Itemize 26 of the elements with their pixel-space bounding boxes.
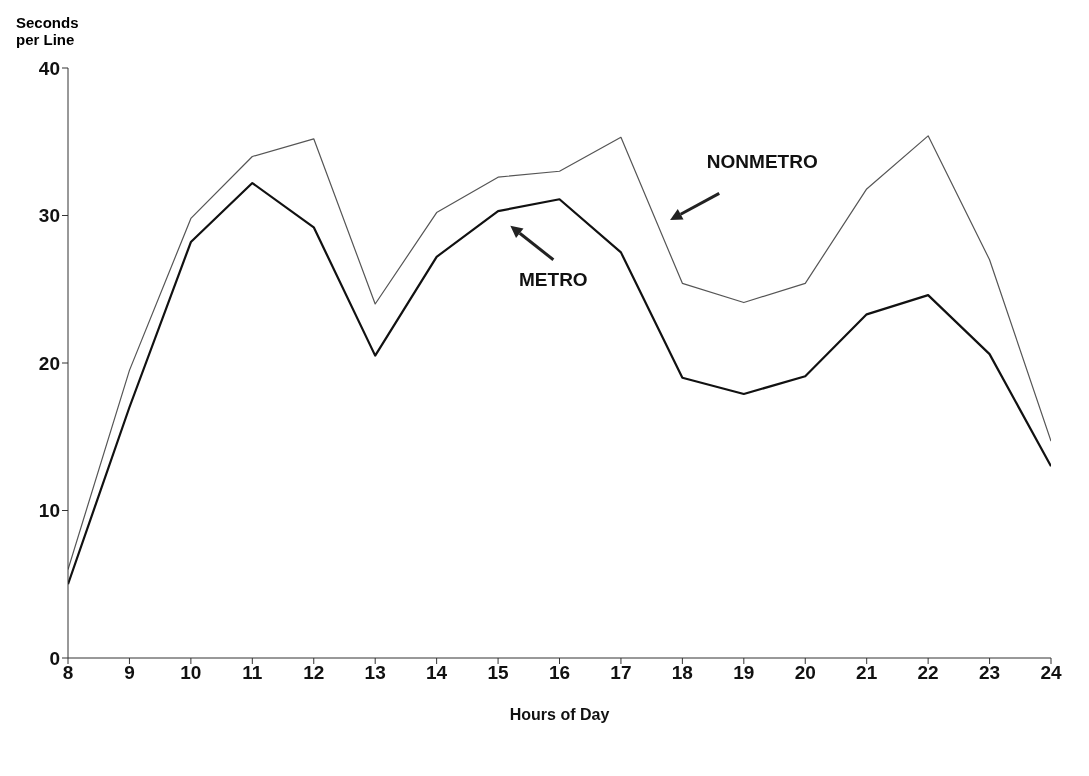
- x-tick-label: 11: [242, 662, 263, 684]
- y-tick-label: 10: [38, 500, 60, 522]
- x-tick-label: 22: [917, 662, 939, 684]
- x-tick-label: 23: [978, 662, 1001, 684]
- x-tick-label: 12: [303, 662, 325, 684]
- y-tick-label: 40: [38, 57, 60, 79]
- x-tick-label: 15: [487, 662, 510, 684]
- x-tick-label: 14: [426, 662, 448, 684]
- x-tick-label: 8: [62, 662, 74, 684]
- x-tick-label: 21: [856, 662, 878, 684]
- x-tick-label: 20: [794, 662, 816, 684]
- x-tick-label: 9: [124, 662, 135, 684]
- x-tick-label: 17: [610, 662, 632, 684]
- x-tick-label: 13: [364, 662, 386, 684]
- y-tick-label: 0: [49, 647, 60, 669]
- x-tick-label: 24: [1040, 662, 1062, 684]
- series-label: METRO: [519, 269, 588, 291]
- y-tick-label: 30: [38, 205, 60, 227]
- x-tick-label: 19: [733, 662, 755, 684]
- x-tick-label: 16: [548, 662, 571, 684]
- y-tick-label: 20: [38, 352, 60, 374]
- x-tick-label: 10: [180, 662, 202, 684]
- x-axis-title: Hours of Day: [509, 706, 610, 723]
- x-tick-label: 18: [671, 662, 693, 684]
- y-axis-title: Seconds per Line: [16, 14, 80, 48]
- text: NONMETRO: [706, 151, 818, 173]
